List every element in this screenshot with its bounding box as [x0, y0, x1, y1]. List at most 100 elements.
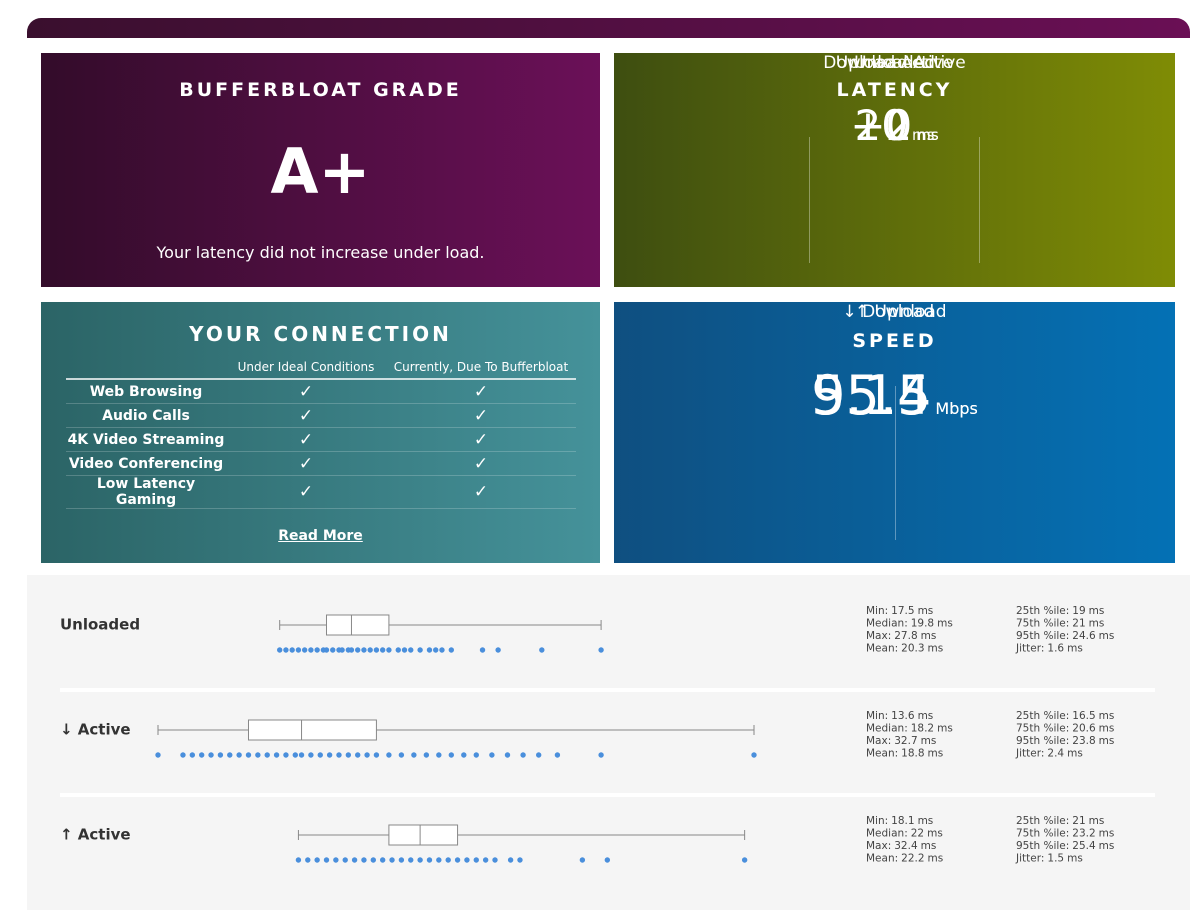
sample-dot — [345, 752, 352, 758]
stat-value: 16.5 — [1072, 710, 1095, 722]
latency-value: +2 ms — [614, 101, 1175, 150]
speed-column: ↓ Download 55.5 Mbps — [614, 302, 978, 462]
stat-value: 20.3 — [901, 643, 924, 655]
stat-label: Median: — [866, 723, 908, 735]
latency-label: Upload Active — [835, 53, 954, 73]
sample-dot — [333, 857, 339, 863]
sample-dot — [283, 752, 289, 758]
row-label: ↓ Active — [60, 721, 131, 739]
stat-text: Min: 17.5 ms — [866, 605, 933, 617]
sample-dot — [370, 857, 377, 863]
stat-value: 18.1 — [891, 815, 914, 827]
sample-dot — [426, 857, 433, 863]
stat-value: 32.4 — [894, 840, 918, 852]
stat-unit: ms — [921, 630, 937, 642]
stat-unit: ms — [1089, 605, 1105, 617]
sample-dot — [364, 752, 370, 758]
card-title: LATENCY — [836, 79, 953, 101]
stat-text: 95th %ile: 25.4 ms — [1016, 840, 1114, 852]
stat-text: Jitter: 1.5 ms — [1015, 853, 1083, 865]
sample-dot — [401, 647, 408, 653]
sample-dot — [507, 857, 514, 863]
sample-dot — [308, 647, 314, 653]
activity-name: Web Browsing — [66, 379, 226, 404]
sample-dot — [408, 857, 414, 863]
current-check: ✓ — [386, 451, 576, 476]
stat-unit: ms — [928, 643, 944, 655]
sample-dot — [417, 647, 423, 653]
connection-table: Under Ideal Conditions Currently, Due To… — [66, 360, 576, 509]
stat-label: Mean: — [866, 643, 898, 655]
sample-dot — [305, 857, 311, 863]
column-divider — [979, 137, 980, 263]
stat-value: 22 — [911, 828, 924, 840]
sample-dot — [355, 647, 361, 653]
stat-unit: ms — [1089, 618, 1105, 630]
column-divider — [894, 386, 896, 540]
sample-dot — [579, 857, 586, 863]
current-check: ✓ — [386, 427, 576, 452]
stat-unit: ms — [921, 840, 937, 852]
sample-dot — [298, 752, 305, 758]
sample-dot — [379, 647, 386, 653]
sample-dot — [598, 647, 604, 653]
grade-value: A+ — [270, 135, 371, 208]
stat-value: 21 — [1072, 618, 1085, 630]
read-more-link[interactable]: Read More — [278, 528, 363, 544]
sample-dot — [361, 857, 367, 863]
stat-unit: ms — [1099, 630, 1115, 642]
stat-text: 25th %ile: 19 ms — [1016, 605, 1104, 617]
sample-dot — [351, 857, 358, 863]
sample-dot — [554, 752, 561, 758]
stat-label: Median: — [866, 618, 908, 630]
sample-dot — [295, 857, 302, 863]
connection-row: Web Browsing ✓ ✓ — [66, 379, 576, 404]
sample-dot — [373, 752, 380, 758]
stat-text: 25th %ile: 21 ms — [1016, 815, 1104, 827]
sample-dot — [598, 752, 604, 758]
stat-label: Min: — [866, 815, 888, 827]
current-check: ✓ — [386, 403, 576, 428]
connection-row: Low Latency Gaming ✓ ✓ — [66, 475, 576, 509]
sample-dot — [461, 752, 467, 758]
stat-unit: ms — [918, 710, 934, 722]
sample-dot — [342, 857, 348, 863]
column-divider — [809, 137, 810, 263]
stat-value: 18.8 — [901, 748, 924, 760]
stat-value: 2.4 — [1047, 748, 1064, 760]
sample-dot — [473, 752, 479, 758]
sample-dot — [411, 752, 417, 758]
stat-text: Jitter: 1.6 ms — [1015, 643, 1083, 655]
sample-dot — [255, 752, 261, 758]
stat-unit: ms — [1067, 643, 1083, 655]
sample-dot — [751, 752, 757, 758]
stat-text: Median: 19.8 ms — [866, 618, 953, 630]
stat-value: 25.4 — [1072, 840, 1096, 852]
stat-unit: ms — [1089, 815, 1105, 827]
stat-value: 20.6 — [1072, 723, 1096, 735]
ideal-check: ✓ — [226, 451, 386, 476]
sample-dot — [426, 647, 433, 653]
stat-text: Max: 32.7 ms — [866, 735, 936, 747]
stat-text: Mean: 22.2 ms — [866, 853, 943, 865]
stat-label: 75th %ile: — [1016, 618, 1069, 630]
sample-dot — [741, 857, 748, 863]
sample-dot — [361, 647, 367, 653]
stat-label: Max: — [866, 630, 891, 642]
stat-unit: ms — [928, 748, 944, 760]
stat-unit: ms — [1099, 735, 1115, 747]
stat-value: 22.2 — [901, 853, 924, 865]
stat-text: Min: 13.6 ms — [866, 710, 933, 722]
stat-value: 13.6 — [891, 710, 915, 722]
sample-dot — [482, 857, 489, 863]
sample-dot — [273, 752, 280, 758]
stat-label: Min: — [866, 710, 888, 722]
sample-dot — [339, 647, 345, 653]
plots-background — [27, 575, 1190, 910]
sample-dot — [389, 857, 395, 863]
stat-value: 32.7 — [894, 735, 917, 747]
sample-dot — [604, 857, 611, 863]
sample-dot — [520, 752, 526, 758]
sample-dot — [379, 857, 386, 863]
